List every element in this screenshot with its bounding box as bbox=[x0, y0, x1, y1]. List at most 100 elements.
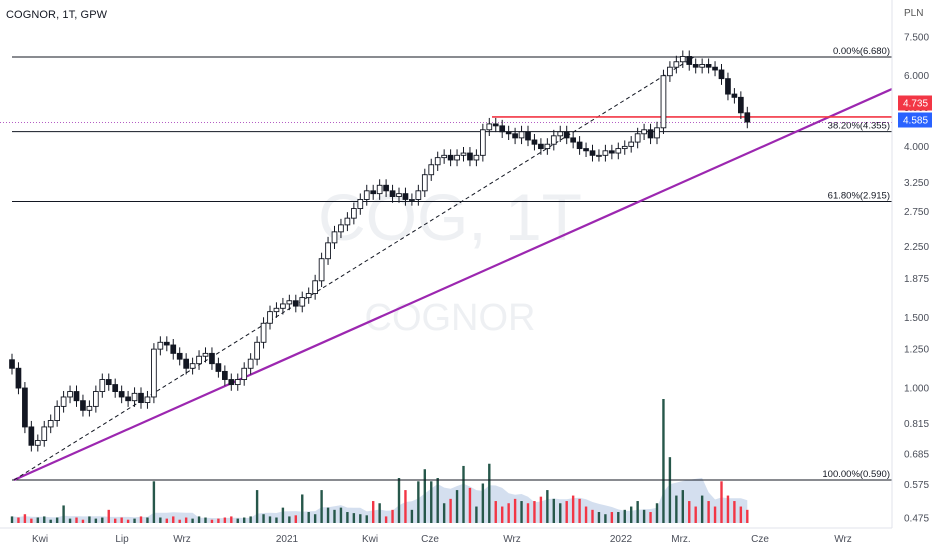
candle-up bbox=[260, 322, 267, 343]
candle-down bbox=[589, 150, 596, 156]
volume-bar bbox=[88, 516, 91, 523]
candle-up bbox=[60, 396, 67, 407]
volume-bar bbox=[17, 517, 20, 523]
candle-down bbox=[209, 352, 215, 365]
resistance-price-badge bbox=[898, 95, 932, 111]
volume-bar bbox=[423, 469, 426, 523]
y-tick-label: 1.000 bbox=[904, 384, 929, 395]
volume-bar bbox=[642, 509, 646, 523]
candle-up bbox=[441, 154, 448, 159]
candle-up bbox=[280, 303, 286, 309]
candle-up bbox=[363, 190, 370, 200]
volume-bar bbox=[513, 498, 517, 523]
time-axis: Kwi Lip Wrz 2021 Kwi Cze Wrz 2022 Mrz. Cze Wrz bbox=[32, 534, 852, 545]
candle-down bbox=[228, 379, 235, 386]
volume-bar bbox=[636, 501, 639, 523]
candle-up bbox=[151, 348, 157, 398]
candle-up bbox=[344, 217, 351, 226]
candle-down bbox=[176, 352, 183, 360]
candle-down bbox=[118, 391, 125, 398]
volume-bar bbox=[62, 505, 65, 523]
drawing-lines[interactable] bbox=[0, 56, 893, 482]
candle-down bbox=[738, 96, 744, 114]
candle-up bbox=[189, 363, 196, 369]
candle-down bbox=[686, 56, 693, 65]
y-tick-label: 0.475 bbox=[904, 513, 929, 524]
candle-up bbox=[157, 341, 164, 350]
volume-bar bbox=[172, 516, 175, 523]
volume-bar bbox=[133, 518, 136, 523]
watermark-symbol: COG, 1T bbox=[318, 180, 582, 254]
volume-bar bbox=[139, 516, 143, 523]
volume-bar bbox=[107, 509, 110, 523]
candle-up bbox=[241, 367, 248, 380]
volume-bar bbox=[694, 506, 697, 523]
volume-bar bbox=[223, 517, 227, 523]
candle-up bbox=[247, 358, 254, 369]
candle-up bbox=[234, 379, 241, 386]
volume-bar bbox=[313, 514, 317, 523]
fib-level-label: 0.00%(6.680) bbox=[833, 46, 890, 57]
volume-bar bbox=[404, 490, 407, 523]
candle-up bbox=[486, 123, 493, 131]
volume-bar bbox=[210, 519, 214, 523]
fib-diagonal[interactable] bbox=[13, 56, 695, 481]
candle-down bbox=[609, 150, 615, 154]
volume-bar bbox=[488, 463, 491, 523]
candle-up bbox=[41, 426, 48, 441]
candle-down bbox=[538, 143, 544, 150]
volume-bar bbox=[481, 483, 485, 523]
candle-down bbox=[583, 148, 589, 152]
volume-bar bbox=[733, 501, 736, 523]
candle-up bbox=[550, 135, 557, 145]
candle-up bbox=[421, 174, 428, 192]
y-tick-label: 6.000 bbox=[904, 71, 929, 82]
volume-bar bbox=[68, 518, 72, 523]
candle-up bbox=[460, 152, 467, 156]
volume-bar bbox=[726, 495, 730, 523]
volume-bar bbox=[746, 509, 749, 523]
volume-bar bbox=[468, 487, 472, 523]
volume-bar bbox=[707, 501, 710, 523]
volume-bar bbox=[449, 498, 452, 523]
watermark: COG, 1T COGNOR bbox=[318, 180, 582, 339]
y-tick-label: 0.575 bbox=[904, 480, 929, 491]
volume-ma-area bbox=[12, 477, 748, 523]
x-tick-label: Mrz. bbox=[671, 534, 690, 545]
volume-bar bbox=[591, 509, 594, 523]
candle-down bbox=[163, 341, 170, 346]
candle-down bbox=[725, 78, 731, 95]
candle-up bbox=[99, 379, 106, 393]
volume-bar bbox=[197, 516, 201, 523]
volume-bar bbox=[236, 518, 239, 523]
y-tick-label: 2.750 bbox=[904, 207, 929, 218]
candle-down bbox=[647, 129, 654, 139]
volume-bar bbox=[584, 506, 588, 523]
volume-bar bbox=[249, 516, 252, 523]
candle-up bbox=[338, 224, 344, 233]
volume-bar bbox=[436, 478, 439, 523]
candle-down bbox=[731, 93, 738, 98]
resistance-price-badge-text: 4.735 bbox=[903, 99, 928, 110]
x-tick-label: Kwi bbox=[32, 534, 48, 545]
y-tick-label: 1.500 bbox=[904, 313, 929, 324]
fib-level-label: 38.20%(4.355) bbox=[828, 121, 890, 132]
fib-level-label: 100.00%(0.590) bbox=[822, 469, 890, 480]
candle-down bbox=[80, 400, 86, 411]
trendline[interactable] bbox=[13, 87, 893, 482]
volume-bar bbox=[507, 503, 510, 523]
volume-bar bbox=[617, 512, 620, 523]
volume-bar bbox=[75, 517, 78, 523]
volume-bar bbox=[10, 516, 14, 523]
volume-bar bbox=[378, 503, 381, 523]
volume-bar bbox=[462, 465, 465, 523]
candle-up bbox=[267, 311, 273, 324]
candle-up bbox=[196, 355, 202, 365]
candle-down bbox=[383, 184, 389, 192]
volume-bar bbox=[301, 494, 304, 523]
candle-up bbox=[34, 440, 41, 446]
fibonacci-levels[interactable]: 0.00%(6.680) 38.20%(4.355) 61.80%(2.915) 10… bbox=[12, 46, 892, 481]
candle-down bbox=[718, 69, 725, 80]
x-tick-label: Cze bbox=[751, 534, 769, 545]
